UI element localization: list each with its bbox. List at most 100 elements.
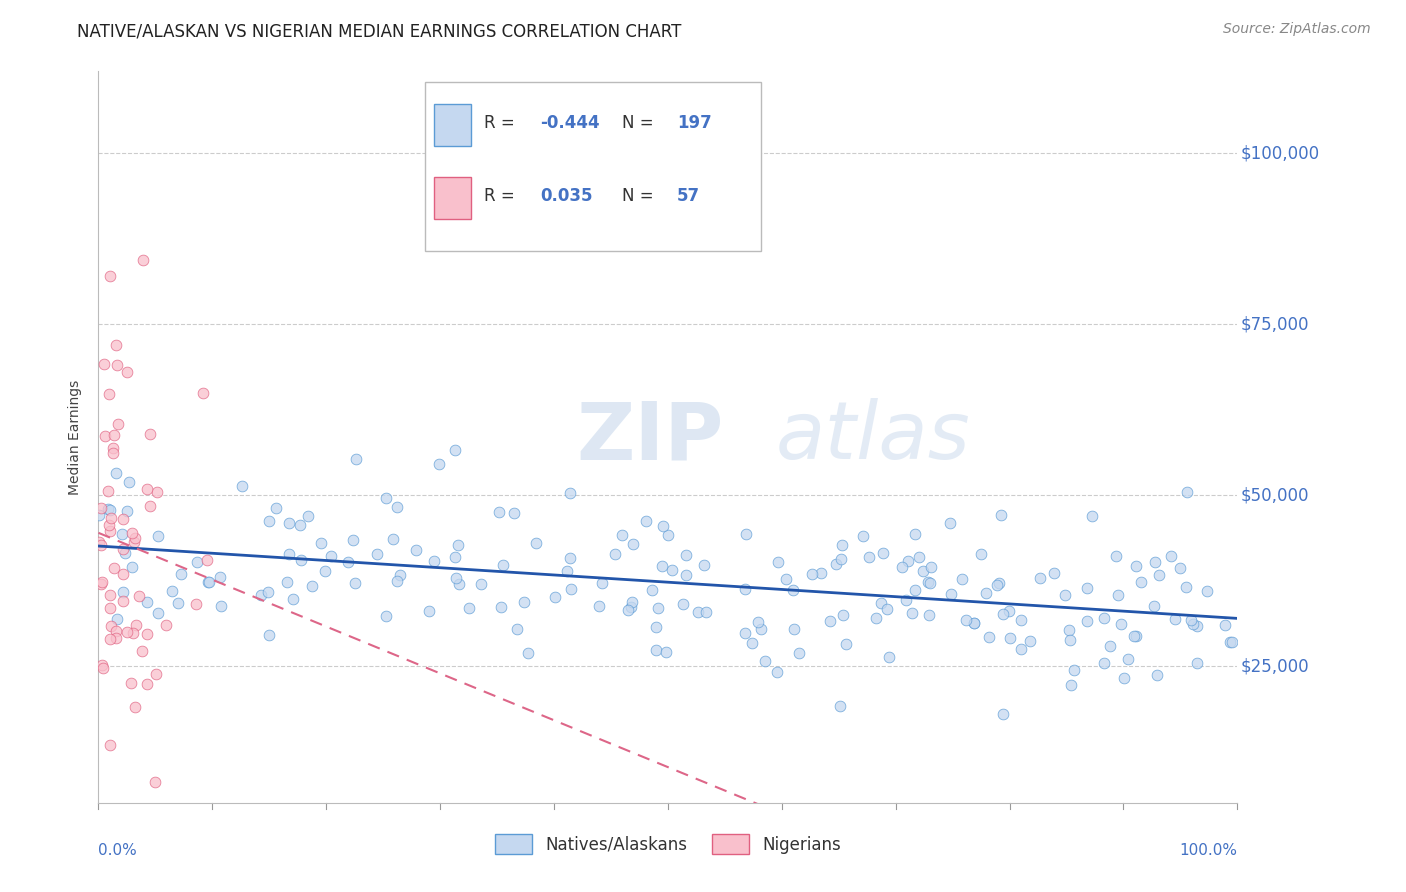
Point bbox=[1104, 549, 1126, 563]
Point bbox=[184, 597, 207, 611]
Point bbox=[169, 567, 191, 582]
Text: -0.444: -0.444 bbox=[540, 113, 600, 131]
Point bbox=[321, 549, 343, 564]
Point bbox=[290, 518, 312, 533]
Text: $75,000: $75,000 bbox=[1240, 315, 1309, 334]
Point bbox=[382, 532, 405, 546]
Point bbox=[489, 600, 512, 615]
Point bbox=[1010, 613, 1032, 627]
Point bbox=[186, 555, 208, 569]
Point bbox=[91, 575, 114, 590]
Point bbox=[146, 485, 169, 500]
Point bbox=[517, 647, 540, 661]
Point bbox=[264, 500, 287, 515]
Point bbox=[524, 536, 547, 550]
Point bbox=[100, 619, 122, 633]
Text: 57: 57 bbox=[676, 186, 700, 204]
Point bbox=[1220, 635, 1243, 649]
Point bbox=[124, 700, 146, 714]
Point bbox=[621, 537, 644, 551]
Point bbox=[591, 576, 613, 591]
Point bbox=[138, 427, 160, 442]
Point bbox=[145, 667, 167, 681]
Point bbox=[121, 526, 143, 541]
Point bbox=[488, 505, 510, 519]
Point bbox=[641, 583, 664, 598]
Point bbox=[513, 595, 536, 609]
Point bbox=[810, 566, 832, 580]
Point bbox=[1195, 584, 1218, 599]
Point bbox=[103, 560, 125, 574]
Point bbox=[281, 592, 304, 607]
Point bbox=[695, 605, 717, 619]
Point bbox=[344, 576, 367, 591]
Point bbox=[136, 483, 159, 497]
Point bbox=[259, 627, 281, 641]
Point bbox=[1129, 574, 1152, 589]
Point bbox=[139, 500, 162, 514]
Point bbox=[941, 586, 963, 600]
Point bbox=[974, 585, 997, 599]
Point bbox=[675, 548, 697, 562]
Point bbox=[1213, 617, 1236, 632]
Point bbox=[831, 538, 853, 552]
Point bbox=[366, 547, 388, 561]
Text: $25,000: $25,000 bbox=[1240, 657, 1309, 675]
Point bbox=[1053, 588, 1076, 602]
Point bbox=[616, 603, 638, 617]
Point bbox=[610, 527, 633, 541]
Point bbox=[104, 338, 127, 352]
Point bbox=[692, 558, 714, 572]
Point bbox=[418, 604, 440, 618]
Point bbox=[998, 604, 1021, 618]
Point bbox=[104, 466, 127, 480]
Point bbox=[890, 559, 912, 574]
Point bbox=[388, 567, 411, 582]
Point bbox=[645, 619, 668, 633]
Point bbox=[301, 579, 323, 593]
Point bbox=[766, 556, 789, 570]
Point bbox=[387, 500, 409, 514]
Point bbox=[741, 635, 763, 649]
Point bbox=[314, 564, 336, 578]
Point bbox=[588, 599, 610, 613]
Point bbox=[91, 658, 114, 673]
Bar bbox=[434, 177, 471, 219]
Point bbox=[276, 574, 298, 589]
Point bbox=[98, 632, 121, 647]
Point bbox=[993, 706, 1015, 721]
Text: 100.0%: 100.0% bbox=[1180, 843, 1237, 858]
Point bbox=[901, 606, 924, 620]
Point bbox=[870, 596, 893, 610]
Point bbox=[672, 597, 695, 611]
Point bbox=[90, 500, 112, 515]
Point bbox=[818, 615, 841, 629]
Point bbox=[250, 588, 273, 602]
Point bbox=[278, 547, 301, 561]
Point bbox=[111, 527, 134, 541]
Point bbox=[1076, 614, 1098, 628]
Point bbox=[1109, 616, 1132, 631]
Point bbox=[835, 637, 858, 651]
Point bbox=[1019, 633, 1042, 648]
Legend: Natives/Alaskans, Nigerians: Natives/Alaskans, Nigerians bbox=[488, 828, 848, 860]
Point bbox=[90, 538, 112, 552]
Point bbox=[93, 357, 115, 371]
Point bbox=[749, 622, 772, 636]
Point bbox=[257, 585, 280, 599]
Point bbox=[443, 550, 465, 565]
Point bbox=[1142, 599, 1164, 613]
Point bbox=[311, 535, 333, 549]
Y-axis label: Median Earnings: Median Earnings bbox=[69, 379, 83, 495]
Point bbox=[824, 557, 846, 571]
Point bbox=[1219, 635, 1241, 649]
Point bbox=[98, 502, 121, 516]
Point bbox=[1180, 613, 1202, 627]
Point bbox=[1164, 612, 1187, 626]
Point bbox=[865, 610, 887, 624]
Point bbox=[470, 577, 492, 591]
Point bbox=[645, 642, 668, 657]
Point bbox=[111, 512, 134, 526]
Point bbox=[620, 600, 643, 615]
Point bbox=[939, 516, 962, 531]
